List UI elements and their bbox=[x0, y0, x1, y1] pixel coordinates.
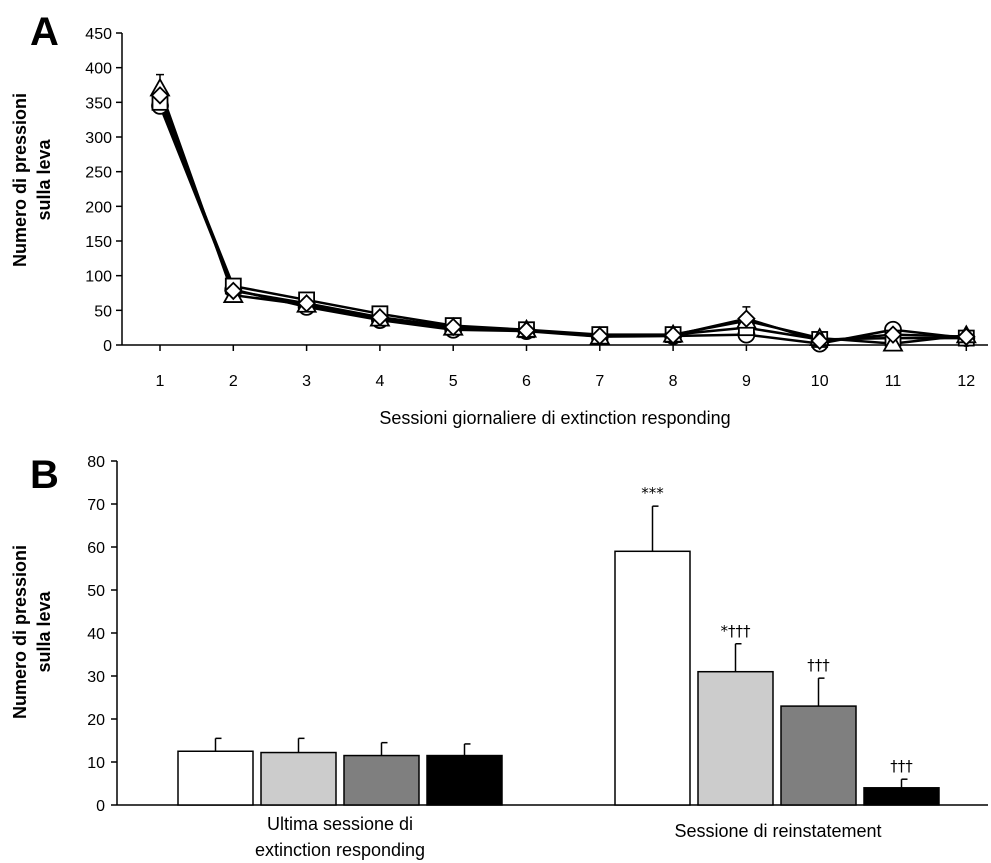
panel-b-y-axis-label: Numero di pressioni sulla leva bbox=[10, 545, 54, 719]
panel-b-y-tick-label: 20 bbox=[87, 712, 105, 729]
panel-b-significance-label: *** bbox=[641, 484, 664, 502]
panel-a-x-tick-label: 1 bbox=[156, 373, 165, 390]
panel-b-y-tick-label: 0 bbox=[96, 798, 105, 815]
panel-a-point-diamond bbox=[590, 326, 610, 346]
panel-a-point-diamond bbox=[663, 326, 683, 345]
panel-a-y-tick-label: 200 bbox=[85, 199, 112, 216]
panel-a-series-line-triangle bbox=[158, 88, 967, 345]
panel-a-y-tick-label: 250 bbox=[85, 165, 112, 182]
panel-a-series-line-diamond bbox=[158, 94, 967, 343]
panel-b-y-label-line-1: Numero di pressioni bbox=[10, 545, 30, 719]
panel-b-y-label-line-2: sulla leva bbox=[34, 590, 54, 672]
panel-a-x-tick-label: 4 bbox=[375, 373, 384, 390]
panel-b-bar bbox=[426, 754, 503, 806]
panel-a-y-tick-label: 100 bbox=[85, 269, 112, 286]
panel-b-letter: B bbox=[30, 453, 59, 497]
panel-b-y-tick-label: 40 bbox=[87, 626, 105, 643]
panel-b-y-tick-label: 70 bbox=[87, 497, 105, 514]
panel-a-point-diamond bbox=[370, 307, 390, 327]
panel-a-y-label-line-2: sulla leva bbox=[34, 138, 54, 220]
panel-a-series-line-circle bbox=[158, 105, 967, 345]
panel-a-x-tick-label: 11 bbox=[885, 373, 902, 390]
panel-b-significance-label: ††† bbox=[807, 656, 830, 674]
panel-a-point-diamond bbox=[737, 309, 756, 328]
panel-a-point-diamond bbox=[810, 331, 829, 351]
panel-a-point-diamond bbox=[883, 325, 903, 344]
panel-b-group-1-label-line-2: extinction responding bbox=[255, 840, 425, 860]
panel-b-bar bbox=[863, 787, 940, 806]
panel-a-x-tick-label: 12 bbox=[957, 373, 975, 390]
panel-a-point-diamond bbox=[957, 327, 976, 346]
panel-a-series-line-square bbox=[158, 101, 967, 341]
panel-a-x-tick-label: 8 bbox=[669, 373, 678, 390]
panel-a-x-tick-label: 6 bbox=[522, 373, 531, 390]
panel-b-y-tick-label: 30 bbox=[87, 669, 105, 686]
panel-a-y-tick-label: 300 bbox=[85, 130, 112, 147]
panel-a: A Numero di pressioni sulla leva 0 50 100 1… bbox=[10, 10, 988, 428]
panel-b: B Numero di pressioni sulla leva 0 10 20 30… bbox=[10, 453, 988, 860]
panel-b-bar bbox=[343, 754, 420, 806]
panel-a-x-tick-label: 10 bbox=[811, 373, 829, 390]
panel-b-bar bbox=[697, 670, 774, 806]
panel-a-y-tick-label: 150 bbox=[85, 234, 112, 251]
panel-a-x-tick-label: 2 bbox=[229, 373, 238, 390]
panel-b-group-1-label-line-1: Ultima sessione di bbox=[267, 814, 413, 834]
panel-a-x-axis-label: Sessioni giornaliere di extinction respo… bbox=[379, 408, 730, 428]
panel-b-significance-label: *††† bbox=[721, 622, 752, 640]
panel-a-point-diamond bbox=[443, 317, 463, 337]
panel-a-point-diamond bbox=[150, 86, 170, 105]
panel-a-point-diamond bbox=[297, 294, 316, 313]
panel-a-x-tick-label: 7 bbox=[595, 373, 604, 390]
panel-a-y-tick-label: 350 bbox=[85, 95, 112, 112]
panel-a-x-tick-label: 9 bbox=[742, 373, 751, 390]
panel-a-point-diamond bbox=[517, 321, 536, 340]
panel-a-y-label-line-1: Numero di pressioni bbox=[10, 93, 30, 267]
panel-a-y-axis-label: Numero di pressioni sulla leva bbox=[10, 93, 54, 267]
panel-b-y-tick-label: 50 bbox=[87, 583, 105, 600]
panel-a-y-tick-label: 400 bbox=[85, 61, 112, 78]
panel-b-bar bbox=[177, 750, 254, 806]
panel-b-bar bbox=[614, 550, 691, 806]
panel-b-y-tick-label: 60 bbox=[87, 540, 105, 557]
panel-a-letter: A bbox=[30, 10, 59, 54]
panel-b-significance-label: ††† bbox=[890, 757, 913, 775]
panel-a-x-tick-label: 5 bbox=[449, 373, 458, 390]
panel-b-bar bbox=[260, 751, 337, 806]
panel-b-y-tick-label: 80 bbox=[87, 454, 105, 471]
panel-b-bar bbox=[780, 705, 857, 806]
panel-a-x-tick-label: 3 bbox=[302, 373, 311, 390]
panel-a-y-tick-label: 50 bbox=[94, 303, 112, 320]
panel-b-group-2-label: Sessione di reinstatement bbox=[674, 821, 881, 841]
panel-b-y-tick-label: 10 bbox=[87, 755, 105, 772]
panel-a-point-diamond bbox=[224, 281, 243, 301]
panel-a-y-tick-label: 0 bbox=[103, 338, 112, 355]
panel-a-y-tick-label: 450 bbox=[85, 26, 112, 43]
